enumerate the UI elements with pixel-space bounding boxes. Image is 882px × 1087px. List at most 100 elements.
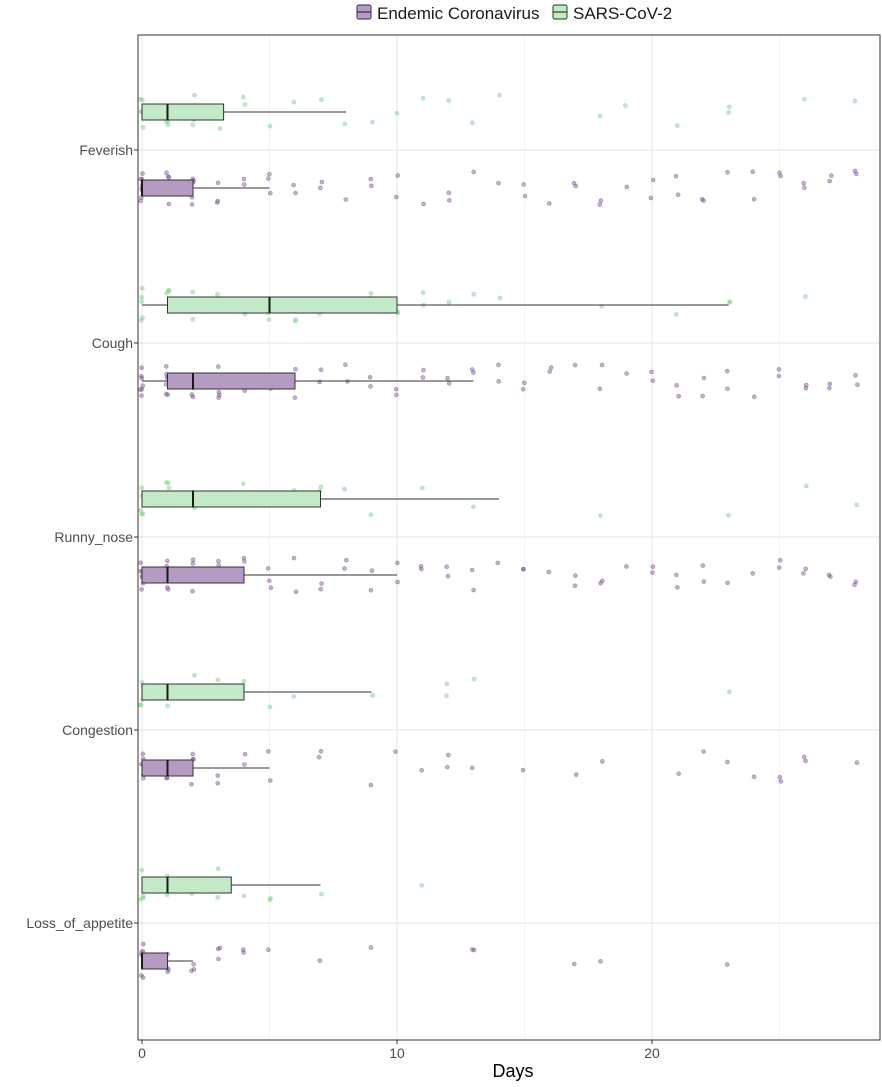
- data-point: [140, 511, 146, 516]
- data-point: [267, 704, 273, 710]
- data-point: [369, 568, 375, 573]
- data-point: [393, 749, 398, 755]
- data-point: [215, 180, 221, 186]
- data-point: [855, 382, 860, 388]
- data-point: [189, 202, 195, 207]
- data-point: [725, 759, 730, 765]
- data-point: [624, 564, 629, 569]
- data-point: [700, 393, 705, 399]
- data-point: [140, 125, 146, 130]
- data-point: [521, 566, 526, 572]
- data-point: [140, 171, 145, 176]
- data-point: [571, 961, 577, 967]
- data-point: [165, 558, 170, 564]
- data-point: [217, 126, 223, 131]
- data-point: [139, 587, 144, 592]
- data-point: [421, 201, 426, 207]
- data-point: [520, 767, 526, 773]
- data-point: [701, 375, 707, 381]
- data-point: [165, 585, 170, 590]
- box: [141, 876, 232, 894]
- data-point: [242, 762, 247, 767]
- data-point: [240, 94, 246, 100]
- data-point: [139, 299, 144, 305]
- data-point: [291, 182, 296, 188]
- data-point: [446, 299, 452, 305]
- data-point: [522, 380, 527, 386]
- data-point: [597, 386, 603, 392]
- data-point: [420, 485, 425, 491]
- data-point: [801, 571, 806, 576]
- data-point: [700, 563, 706, 568]
- data-point: [393, 194, 399, 200]
- data-point: [138, 198, 144, 204]
- data-point: [701, 579, 707, 584]
- data-point: [724, 368, 730, 374]
- data-point: [370, 693, 375, 698]
- data-point: [342, 486, 347, 492]
- data-point: [166, 201, 172, 207]
- jitter-points: [138, 92, 860, 980]
- data-point: [726, 689, 732, 695]
- data-point: [293, 190, 298, 196]
- data-point: [215, 866, 221, 871]
- data-point: [393, 386, 399, 392]
- data-point: [344, 557, 349, 563]
- data-point: [138, 560, 144, 566]
- data-point: [165, 122, 171, 127]
- data-point: [138, 702, 144, 708]
- data-point: [444, 764, 450, 770]
- data-point: [368, 176, 374, 182]
- data-point: [318, 586, 324, 592]
- data-point: [368, 587, 374, 593]
- data-point: [674, 123, 680, 128]
- data-point: [802, 185, 807, 190]
- data-point: [190, 561, 196, 566]
- data-point: [266, 578, 272, 584]
- data-point: [140, 893, 146, 899]
- data-point: [750, 169, 756, 175]
- y-tick-label: Cough: [92, 335, 133, 351]
- data-point: [495, 560, 501, 566]
- data-point: [803, 566, 808, 572]
- data-point: [138, 508, 143, 513]
- data-point: [240, 947, 246, 952]
- box: [167, 372, 296, 390]
- data-point: [673, 312, 679, 317]
- data-point: [827, 385, 832, 391]
- data-point: [216, 389, 222, 395]
- box: [141, 566, 245, 584]
- data-point: [192, 672, 197, 678]
- data-point: [727, 104, 732, 110]
- data-point: [675, 585, 680, 590]
- data-point: [140, 975, 146, 980]
- data-point: [471, 370, 476, 375]
- data-point: [471, 587, 476, 593]
- data-point: [573, 772, 579, 777]
- data-point: [853, 373, 858, 378]
- data-point: [419, 767, 424, 773]
- data-point: [469, 567, 475, 573]
- data-point: [471, 169, 476, 175]
- data-point: [318, 367, 324, 373]
- data-point: [138, 373, 144, 379]
- data-point: [522, 193, 528, 199]
- data-point: [471, 504, 476, 509]
- data-point: [803, 294, 808, 299]
- data-point: [624, 371, 629, 376]
- data-point: [164, 775, 169, 781]
- data-point: [368, 945, 374, 950]
- data-point: [215, 946, 221, 952]
- data-point: [319, 179, 325, 185]
- data-point: [650, 177, 656, 183]
- data-point: [828, 574, 833, 579]
- data-point: [140, 315, 145, 321]
- data-point: [801, 180, 806, 186]
- data-point: [420, 290, 426, 295]
- axes: Feverish Cough Runny_nose Congestion Loss_of…: [26, 34, 881, 1061]
- data-point: [191, 967, 197, 972]
- data-point: [648, 195, 654, 201]
- data-point: [649, 369, 654, 375]
- data-point: [854, 502, 859, 508]
